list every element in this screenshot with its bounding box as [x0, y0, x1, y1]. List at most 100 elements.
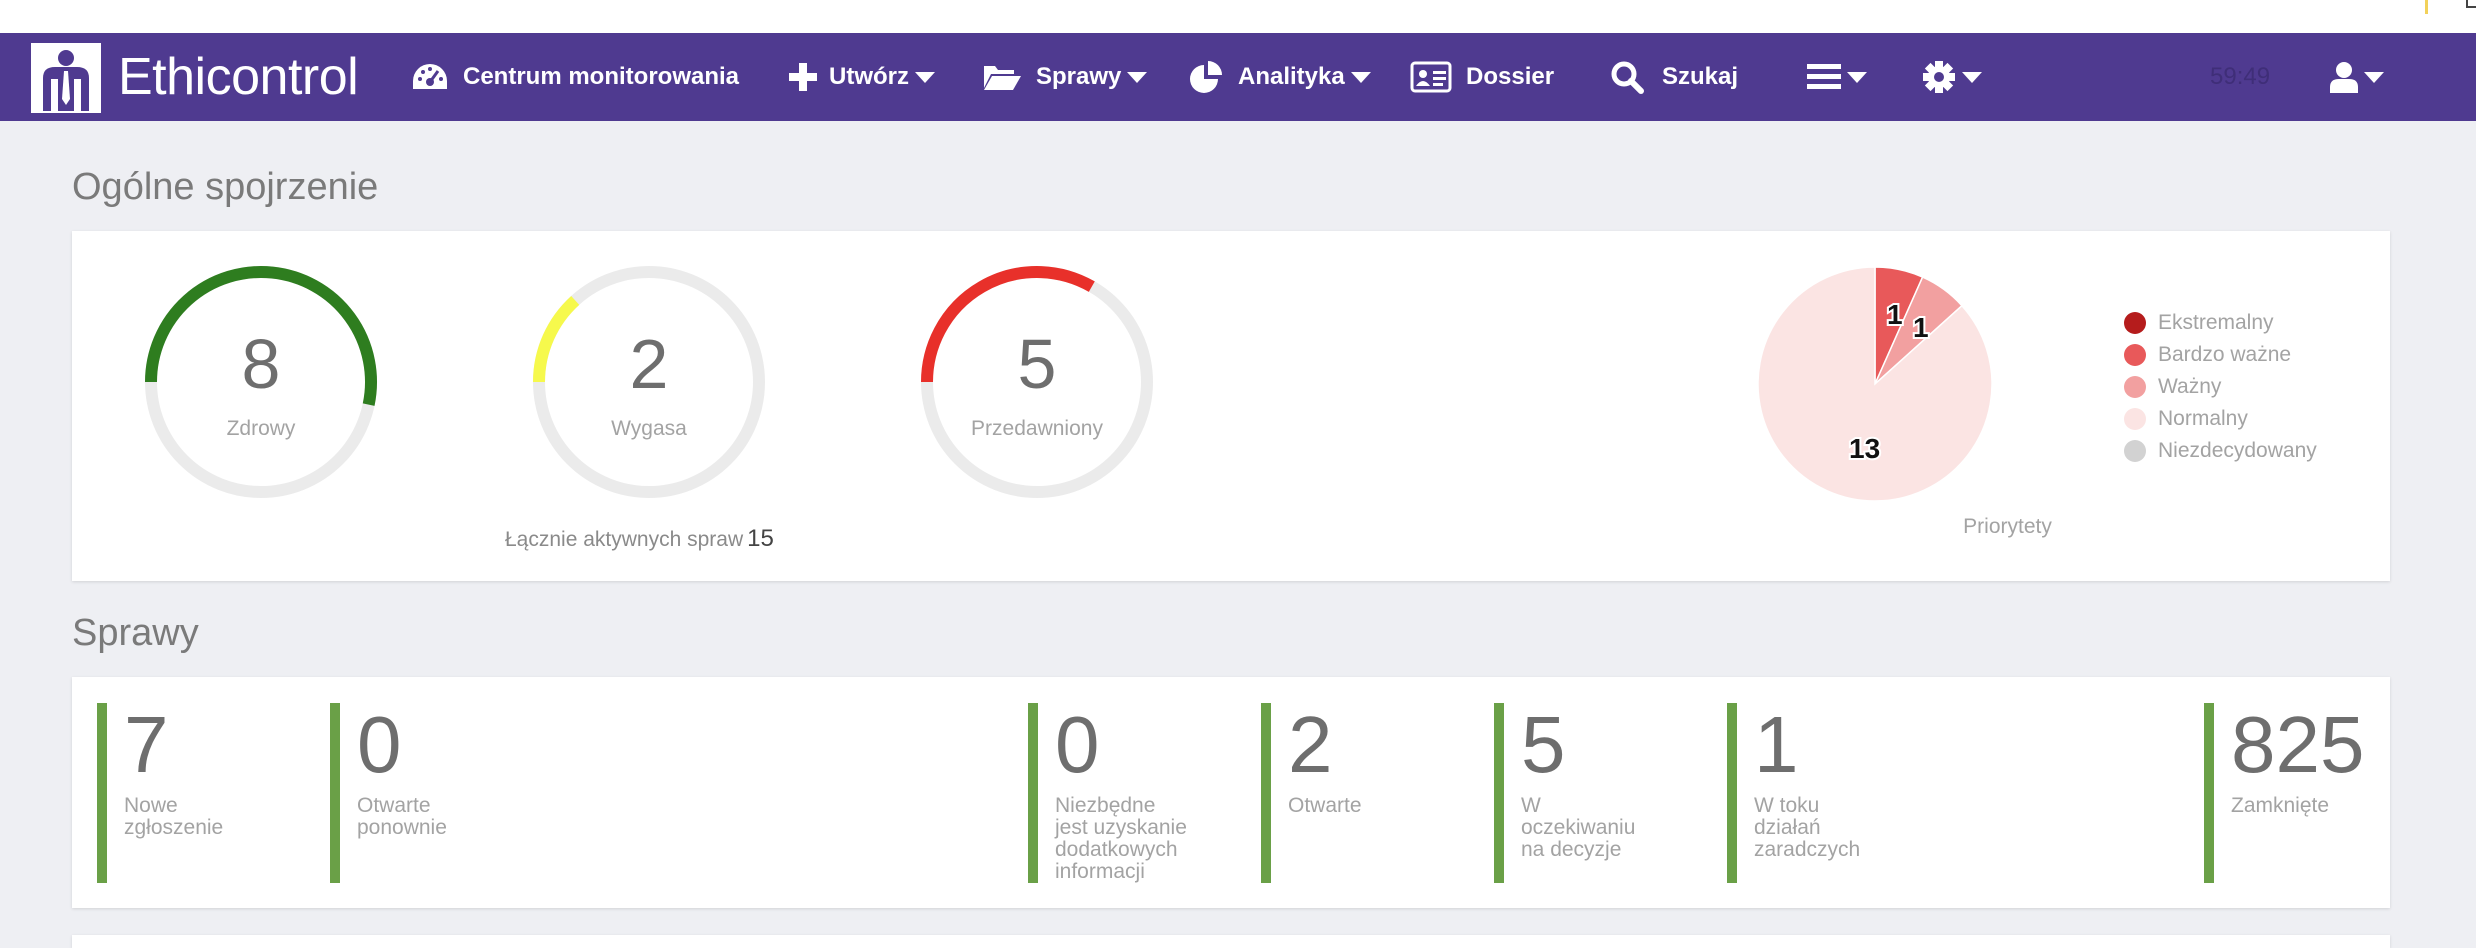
overview-card [72, 231, 2390, 581]
cases-card [72, 677, 2390, 908]
case-stat-label: Otwarte ponownie [357, 794, 447, 839]
pie-chart-icon [1190, 61, 1222, 93]
case-stat-value: 1 [1754, 700, 1799, 789]
overview-title: Ogólne spojrzenie [72, 166, 379, 208]
legend-dot [2124, 376, 2146, 398]
gauge-label: Przedawniony [971, 417, 1103, 440]
folder-open-icon [984, 66, 1021, 90]
chevron-down-icon [2364, 71, 2384, 83]
nav-dossier[interactable]: Dossier [1410, 33, 1554, 121]
total-active-label: Łącznie aktywnych spraw [505, 528, 744, 551]
gauge-arc [533, 295, 580, 383]
priority-caption: Priorytety [1963, 515, 2052, 538]
nav-cases-label: Sprawy [1036, 63, 1122, 90]
priority-pie-chart: 1 1 13 [1757, 266, 1993, 502]
gauge-value: 2 [629, 325, 669, 403]
case-stat-value: 825 [2231, 700, 2365, 789]
nav-analytics-label: Analityka [1238, 63, 1345, 90]
nav-cases[interactable]: Sprawy [982, 33, 1148, 121]
id-card-icon [1410, 61, 1452, 93]
gauge-value: 8 [241, 325, 281, 403]
nav-settings[interactable] [1922, 33, 1982, 121]
priority-legend: Ekstremalny Bardzo ważne Ważny Normalny Niez… [2124, 307, 2317, 467]
gauge-arc [145, 266, 377, 406]
legend-dot [2124, 408, 2146, 430]
case-stat[interactable]: 0 Niezbędne jest uzyskanie dodatkowych in… [1028, 703, 1187, 883]
top-strip-corner [2466, 0, 2476, 8]
hamburger-icon [1807, 64, 1841, 89]
top-strip [0, 0, 2476, 33]
top-strip-marker [2425, 0, 2428, 14]
chevron-down-icon [1847, 71, 1867, 83]
nav-analytics[interactable]: Analityka [1188, 33, 1371, 121]
gauge-label: Wygasa [611, 417, 687, 440]
brand-name[interactable]: Ethicontrol [118, 48, 359, 106]
nav-user[interactable] [2330, 33, 2384, 121]
gauge-przedawniony[interactable]: 5 Przedawniony [917, 262, 1157, 502]
legend-dot [2124, 344, 2146, 366]
gauge-zdrowy[interactable]: 8 Zdrowy [141, 262, 381, 502]
case-stat-value: 5 [1521, 700, 1566, 789]
chevron-down-icon [1127, 71, 1148, 83]
search-icon [1611, 61, 1644, 94]
gauge-ring [533, 266, 765, 498]
gauge-ring [921, 266, 1153, 498]
case-stat-value: 0 [1055, 700, 1100, 789]
case-stat-value: 2 [1288, 700, 1333, 789]
pie-slice-label: 1 [1887, 299, 1903, 330]
nav-dossier-label: Dossier [1466, 63, 1555, 90]
legend-item[interactable]: Bardzo ważne [2124, 339, 2317, 371]
gauge-value: 5 [1017, 325, 1057, 403]
case-stat-label: Otwarte [1288, 794, 1362, 817]
navbar: Ethicontrol Centrum monitorowania Utwórz… [0, 33, 2476, 121]
chevron-down-icon [915, 71, 935, 83]
legend-dot [2124, 440, 2146, 462]
session-timer: 59:49 [2210, 63, 2271, 90]
case-stat-label: W toku działań zaradczych [1754, 794, 1861, 861]
nav-monitoring-label: Centrum monitorowania [463, 63, 740, 90]
dashboard-icon [413, 64, 447, 89]
user-icon [2330, 62, 2358, 93]
next-card [72, 935, 2390, 948]
legend-item[interactable]: Niezdecydowany [2124, 435, 2317, 467]
nav-monitoring[interactable]: Centrum monitorowania [411, 33, 739, 121]
legend-item[interactable]: Normalny [2124, 403, 2317, 435]
gauge-ring [145, 266, 377, 498]
legend-item[interactable]: Ważny [2124, 371, 2317, 403]
legend-label: Bardzo ważne [2158, 343, 2292, 366]
gauge-wygasa[interactable]: 2 Wygasa [529, 262, 769, 502]
nav-search-label: Szukaj [1662, 63, 1739, 90]
nav-create[interactable]: Utwórz [789, 33, 935, 121]
legend-label: Normalny [2158, 407, 2248, 430]
gauge-arc [921, 266, 1095, 383]
legend-label: Ekstremalny [2158, 311, 2274, 334]
legend-label: Niezdecydowany [2158, 439, 2317, 462]
pie-slice-label: 13 [1849, 433, 1880, 464]
legend-label: Ważny [2158, 375, 2222, 398]
legend-dot [2124, 312, 2146, 334]
total-active-cases: Łącznie aktywnych spraw 15 [505, 525, 774, 553]
plus-icon [789, 63, 817, 91]
case-stat-value: 7 [124, 700, 169, 789]
cases-title: Sprawy [72, 612, 199, 654]
nav-menu[interactable] [1807, 33, 1867, 121]
case-stat-label: Zamknięte [2231, 794, 2330, 817]
pie-slice-normalny[interactable] [1757, 266, 1993, 502]
logo-icon[interactable] [31, 43, 101, 113]
case-stat[interactable]: 7 Nowe zgłoszenie [97, 703, 223, 883]
case-stat-label: Nowe zgłoszenie [124, 794, 224, 839]
gauge-label: Zdrowy [226, 417, 296, 440]
case-stat[interactable]: 0 Otwarte ponownie [330, 703, 447, 883]
gear-icon [1923, 61, 1955, 93]
case-stat-label: Niezbędne jest uzyskanie dodatkowych inf… [1055, 794, 1187, 883]
nav-search[interactable]: Szukaj [1610, 33, 1738, 121]
nav-create-label: Utwórz [829, 63, 909, 90]
case-stat[interactable]: 2 Otwarte [1261, 703, 1362, 883]
case-stat-label: W oczekiwaniu na decyzje [1521, 794, 1636, 861]
chevron-down-icon [1350, 71, 1371, 83]
legend-item[interactable]: Ekstremalny [2124, 307, 2317, 339]
pie-slice-label: 1 [1913, 312, 1929, 343]
case-stat[interactable]: 825 Zamknięte [2204, 703, 2364, 883]
